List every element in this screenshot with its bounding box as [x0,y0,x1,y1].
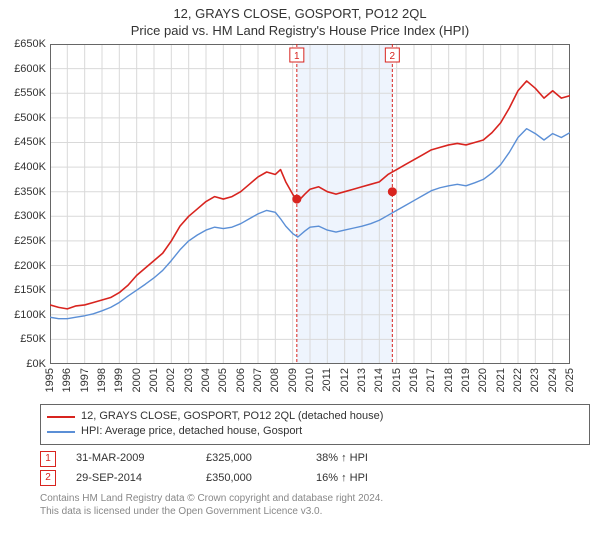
x-tick-label: 2014 [373,368,385,392]
sale-index: 1 [40,451,56,467]
legend-label: HPI: Average price, detached house, Gosp… [81,424,302,439]
legend-label: 12, GRAYS CLOSE, GOSPORT, PO12 2QL (deta… [81,409,383,424]
legend-swatch [47,431,75,433]
legend: 12, GRAYS CLOSE, GOSPORT, PO12 2QL (deta… [40,404,590,445]
y-tick-label: £600K [14,63,46,75]
x-tick-label: 2025 [564,368,576,392]
x-tick-label: 2018 [443,368,455,392]
sale-date: 31-MAR-2009 [76,449,186,469]
y-tick-label: £50K [20,333,46,345]
sales-table: 1 31-MAR-2009 £325,000 38% ↑ HPI 2 29-SEP-201… [40,449,590,489]
sale-date: 29-SEP-2014 [76,469,186,489]
x-tick-label: 2006 [235,368,247,392]
chart-svg: 12 [50,44,570,364]
y-tick-label: £500K [14,112,46,124]
x-tick-label: 2017 [425,368,437,392]
legend-row: 12, GRAYS CLOSE, GOSPORT, PO12 2QL (deta… [47,409,583,424]
y-tick-label: £150K [14,284,46,296]
x-tick-label: 2011 [321,368,333,392]
x-tick-label: 2021 [495,368,507,392]
title-address: 12, GRAYS CLOSE, GOSPORT, PO12 2QL [0,6,600,21]
title-subtitle: Price paid vs. HM Land Registry's House … [0,23,600,38]
y-tick-label: £100K [14,309,46,321]
y-tick-label: £350K [14,186,46,198]
x-tick-label: 2022 [512,368,524,392]
svg-text:1: 1 [294,51,300,62]
y-tick-label: £200K [14,260,46,272]
x-tick-label: 2015 [391,368,403,392]
x-tick-label: 1995 [44,368,56,392]
sale-price: £325,000 [206,449,296,469]
x-tick-label: 2016 [408,368,420,392]
y-tick-label: £300K [14,210,46,222]
y-tick-label: £450K [14,136,46,148]
sale-index: 2 [40,470,56,486]
x-tick-label: 2001 [148,368,160,392]
x-tick-label: 2023 [529,368,541,392]
y-tick-label: £400K [14,161,46,173]
x-tick-label: 1998 [96,368,108,392]
x-tick-label: 2002 [165,368,177,392]
x-tick-label: 2009 [287,368,299,392]
x-tick-label: 2012 [339,368,351,392]
sale-row: 1 31-MAR-2009 £325,000 38% ↑ HPI [40,449,590,469]
svg-text:2: 2 [390,51,396,62]
chart: 12 £0K£50K£100K£150K£200K£250K£300K£350K… [50,44,570,364]
sale-price: £350,000 [206,469,296,489]
x-tick-label: 2010 [304,368,316,392]
x-tick-label: 1996 [61,368,73,392]
sale-delta: 16% ↑ HPI [316,469,368,489]
sale-delta: 38% ↑ HPI [316,449,368,469]
sale-row: 2 29-SEP-2014 £350,000 16% ↑ HPI [40,469,590,489]
x-tick-label: 2007 [252,368,264,392]
legend-row: HPI: Average price, detached house, Gosp… [47,424,583,439]
y-tick-label: £250K [14,235,46,247]
x-tick-label: 2024 [547,368,559,392]
footer-line-1: Contains HM Land Registry data © Crown c… [40,492,590,505]
x-tick-label: 1999 [113,368,125,392]
x-tick-label: 2000 [131,368,143,392]
x-tick-label: 2008 [269,368,281,392]
legend-swatch [47,416,75,418]
footer-line-2: This data is licensed under the Open Gov… [40,505,590,518]
x-tick-label: 2003 [183,368,195,392]
x-tick-label: 2004 [200,368,212,392]
y-tick-label: £550K [14,87,46,99]
footer: Contains HM Land Registry data © Crown c… [40,492,590,518]
x-tick-label: 2005 [217,368,229,392]
x-tick-label: 1997 [79,368,91,392]
x-tick-label: 2013 [356,368,368,392]
x-tick-label: 2020 [477,368,489,392]
y-tick-label: £650K [14,38,46,50]
x-tick-label: 2019 [460,368,472,392]
